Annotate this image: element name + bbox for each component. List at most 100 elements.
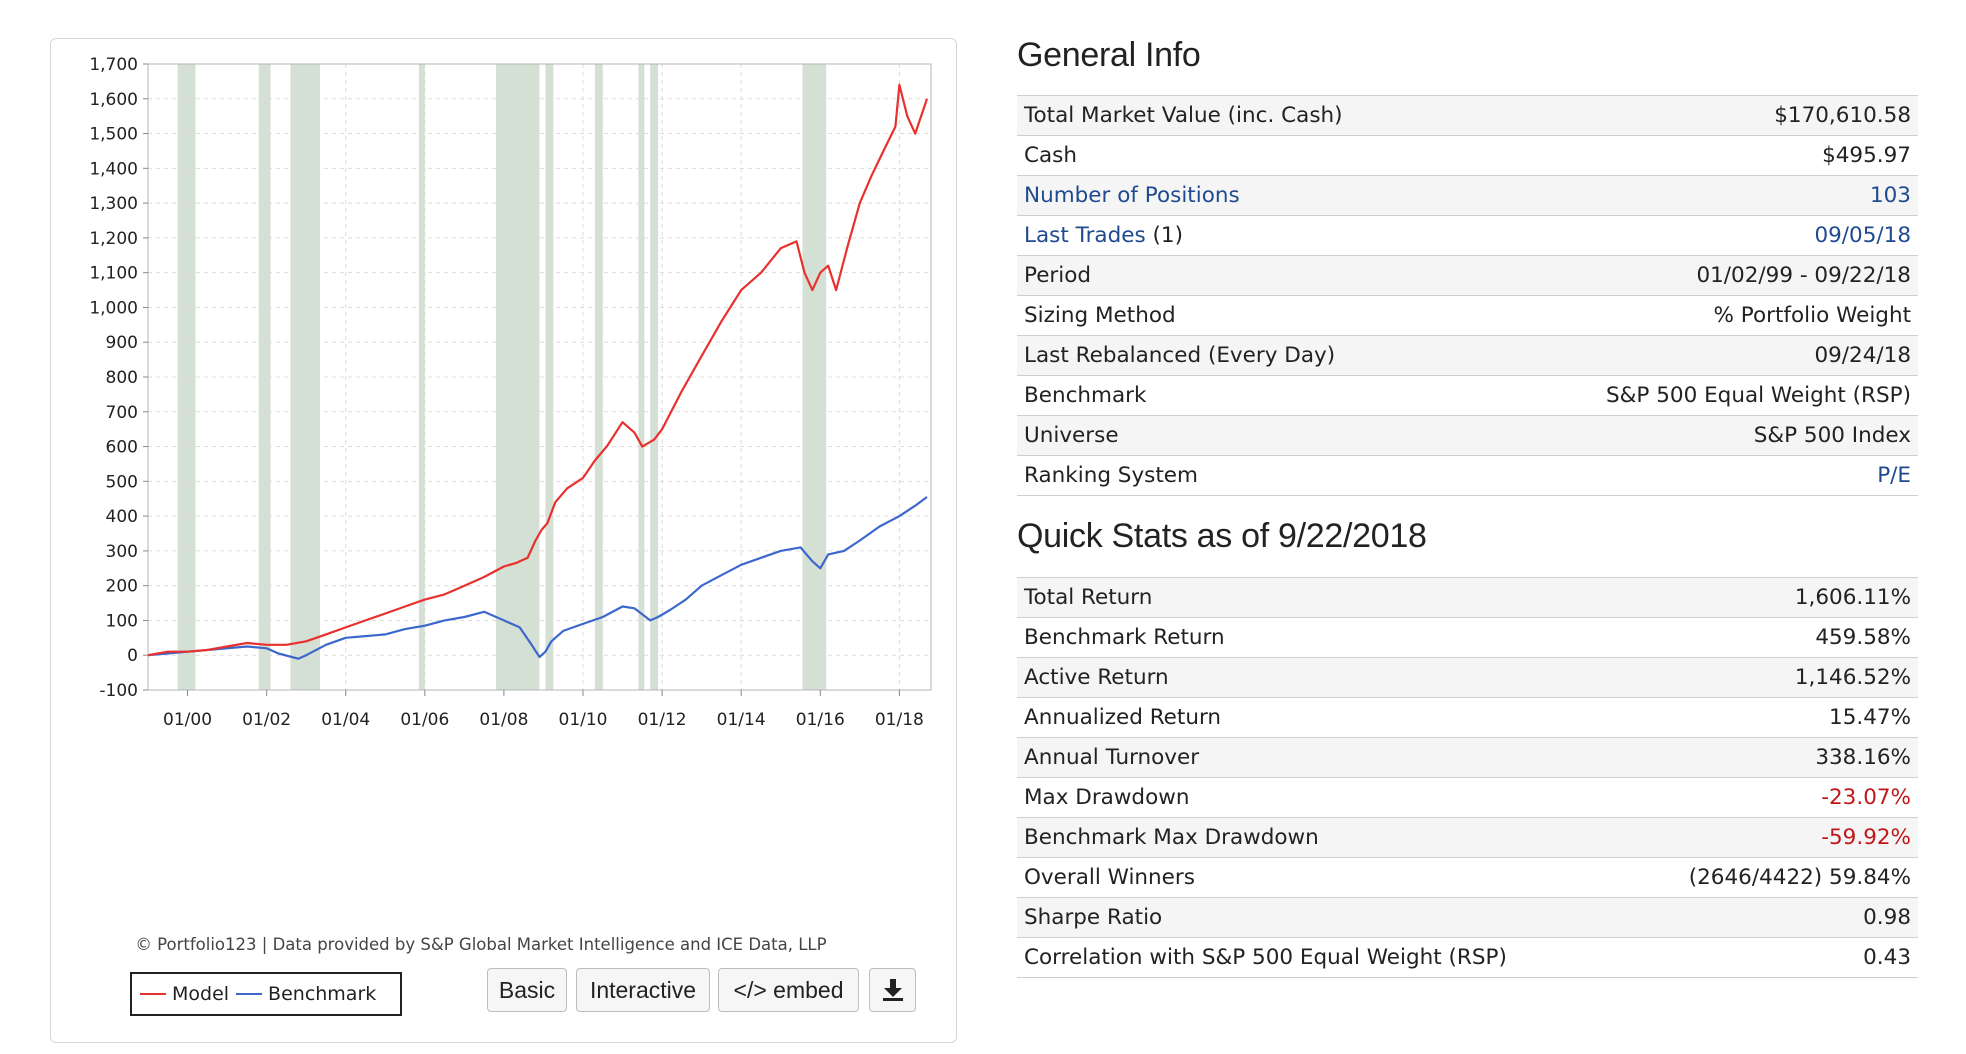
row-value: 0.98: [1863, 905, 1911, 930]
row-value: S&P 500 Equal Weight (RSP): [1606, 383, 1911, 408]
row-label: Total Return: [1024, 585, 1153, 610]
y-tick-label: 1,200: [89, 229, 138, 249]
row-value: 09/24/18: [1814, 343, 1911, 368]
row-value: -23.07%: [1821, 785, 1911, 810]
x-tick-label: 01/10: [559, 710, 608, 730]
row-label: Sharpe Ratio: [1024, 905, 1163, 930]
row-label: Benchmark Return: [1024, 625, 1225, 650]
table-row: Sharpe Ratio 0.98: [1017, 897, 1918, 938]
y-tick-label: 1,300: [89, 194, 138, 214]
performance-chart-panel: -100 0 100 200 300 400 500 600 700 800 900 1,000 1,1…: [50, 38, 957, 1043]
table-row: Sizing Method % Portfolio Weight: [1017, 296, 1918, 336]
row-label: Universe: [1024, 423, 1119, 448]
x-tick-label: 01/16: [796, 710, 845, 730]
row-label: Annual Turnover: [1024, 745, 1200, 770]
general-info-title: General Info: [1017, 36, 1201, 74]
row-label: Sizing Method: [1024, 303, 1176, 328]
download-icon: [882, 979, 903, 1001]
table-row: Last Rebalanced (Every Day) 09/24/18: [1017, 335, 1918, 376]
x-tick-label: 01/00: [163, 710, 212, 730]
legend-swatch-benchmark: [236, 993, 263, 995]
row-value: S&P 500 Index: [1753, 423, 1911, 448]
row-label: Correlation with S&P 500 Equal Weight (R…: [1024, 945, 1507, 970]
row-label: Period: [1024, 263, 1092, 288]
y-tick-label: 1,500: [89, 125, 138, 145]
table-row: Period 01/02/99 - 09/22/18: [1017, 255, 1918, 296]
last-trades-link[interactable]: Last Trades: [1024, 223, 1146, 248]
y-tick-label: 1,400: [89, 159, 138, 179]
last-trades-date-link[interactable]: 09/05/18: [1814, 223, 1911, 248]
row-label: Cash: [1024, 143, 1078, 168]
embed-chart-button[interactable]: </> embed: [718, 968, 859, 1012]
x-tick-label: 01/02: [242, 710, 291, 730]
data-credit: © Portfolio123 | Data provided by S&P Gl…: [135, 935, 827, 954]
row-value: $170,610.58: [1774, 103, 1911, 128]
legend-item-model[interactable]: Model: [140, 983, 229, 1005]
table-row: Last Trades (1) 09/05/18: [1017, 216, 1918, 256]
table-row: Correlation with S&P 500 Equal Weight (R…: [1017, 938, 1918, 978]
shaded-period: [638, 64, 645, 690]
table-row: Benchmark Return 459.58%: [1017, 618, 1918, 658]
table-row: Number of Positions 103: [1017, 175, 1918, 216]
y-axis-ticks: -100 0 100 200 300 400 500 600 700 800 900 1,000 1,1…: [89, 55, 148, 701]
row-value: 15.47%: [1829, 705, 1911, 730]
y-tick-label: 600: [106, 438, 138, 458]
chart-series: [147, 83, 929, 660]
x-tick-label: 01/06: [400, 710, 449, 730]
x-tick-label: 01/18: [875, 710, 924, 730]
legend-item-benchmark[interactable]: Benchmark: [236, 983, 376, 1005]
interactive-chart-button[interactable]: Interactive: [576, 968, 710, 1012]
table-row: Total Market Value (inc. Cash) $170,610.…: [1017, 95, 1918, 136]
ranking-system-link[interactable]: P/E: [1877, 463, 1911, 488]
y-tick-label: 400: [106, 507, 138, 527]
y-tick-label: 100: [106, 611, 138, 631]
table-row: Total Return 1,606.11%: [1017, 577, 1918, 618]
row-value: $495.97: [1822, 143, 1911, 168]
y-tick-label: 500: [106, 472, 138, 492]
row-label: Annualized Return: [1024, 705, 1222, 730]
quick-stats-table: Total Return 1,606.11% Benchmark Return …: [1017, 577, 1918, 978]
table-row: Cash $495.97: [1017, 136, 1918, 176]
legend-label-model: Model: [172, 983, 230, 1005]
shaded-period: [258, 64, 271, 690]
chart-legend: Model Benchmark: [130, 972, 402, 1016]
row-value: % Portfolio Weight: [1713, 303, 1911, 328]
y-tick-label: 800: [106, 368, 138, 388]
x-tick-label: 01/12: [638, 710, 687, 730]
row-label: Benchmark Max Drawdown: [1024, 825, 1319, 850]
y-tick-label: 1,700: [89, 55, 138, 75]
y-tick-label: -100: [99, 681, 138, 701]
shaded-period: [177, 64, 196, 690]
series-line-benchmark: [147, 496, 928, 660]
y-tick-label: 1,000: [89, 298, 138, 318]
table-row: Benchmark S&P 500 Equal Weight (RSP): [1017, 376, 1918, 416]
y-tick-label: 1,600: [89, 90, 138, 110]
y-tick-label: 1,100: [89, 264, 138, 284]
download-button[interactable]: [869, 968, 916, 1012]
row-value: 1,606.11%: [1794, 585, 1911, 610]
table-row: Active Return 1,146.52%: [1017, 657, 1918, 698]
row-label: Ranking System: [1024, 463, 1198, 488]
table-row: Annual Turnover 338.16%: [1017, 737, 1918, 778]
y-tick-label: 200: [106, 577, 138, 597]
row-value: 0.43: [1863, 945, 1911, 970]
y-tick-label: 700: [106, 403, 138, 423]
y-tick-label: 900: [106, 333, 138, 353]
row-value: -59.92%: [1821, 825, 1911, 850]
general-info-table: Total Market Value (inc. Cash) $170,610.…: [1017, 95, 1918, 496]
last-trades-count: (1): [1145, 223, 1183, 248]
row-value: 1,146.52%: [1794, 665, 1911, 690]
basic-chart-button[interactable]: Basic: [487, 968, 567, 1012]
row-label: Benchmark: [1024, 383, 1147, 408]
positions-count-link[interactable]: 103: [1869, 183, 1911, 208]
row-label: Overall Winners: [1024, 865, 1195, 890]
x-tick-label: 01/14: [717, 710, 766, 730]
number-of-positions-link[interactable]: Number of Positions: [1024, 183, 1240, 208]
row-value: 459.58%: [1815, 625, 1911, 650]
x-tick-label: 01/08: [479, 710, 528, 730]
row-value: (2646/4422) 59.84%: [1688, 865, 1911, 890]
table-row: Annualized Return 15.47%: [1017, 698, 1918, 738]
performance-chart: -100 0 100 200 300 400 500 600 700 800 900 1,000 1,1…: [89, 55, 932, 730]
x-axis-ticks: 01/00 01/02 01/04 01/06 01/08 01/10 01/12 01/14…: [163, 690, 924, 730]
y-tick-label: 0: [127, 646, 138, 666]
